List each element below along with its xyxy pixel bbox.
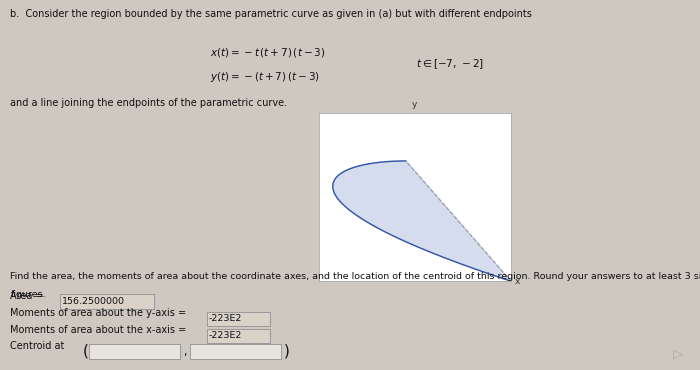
Text: Area =: Area = [10, 291, 44, 301]
Text: figures.: figures. [10, 290, 46, 299]
Text: $t \in [-7,\,-2]$: $t \in [-7,\,-2]$ [416, 57, 484, 71]
Text: b.  Consider the region bounded by the same parametric curve as given in (a) but: b. Consider the region bounded by the sa… [10, 9, 533, 19]
Text: -223E2: -223E2 [209, 332, 242, 340]
Text: Centroid at: Centroid at [10, 341, 65, 351]
Text: x: x [515, 277, 520, 286]
Text: and a line joining the endpoints of the parametric curve.: and a line joining the endpoints of the … [10, 98, 288, 108]
Text: ,: , [183, 346, 187, 357]
Text: ▷: ▷ [673, 348, 682, 361]
Text: 156.2500000: 156.2500000 [62, 297, 125, 306]
Text: $x(t) = -t\,(t+7)\,(t-3)$: $x(t) = -t\,(t+7)\,(t-3)$ [210, 46, 326, 59]
Text: y: y [412, 101, 417, 110]
Text: $y(t) = -(t+7)\,(t-3)$: $y(t) = -(t+7)\,(t-3)$ [210, 70, 320, 84]
Text: Find the area, the moments of area about the coordinate axes, and the location o: Find the area, the moments of area about… [10, 272, 700, 281]
Text: Moments of area about the x-axis =: Moments of area about the x-axis = [10, 325, 187, 336]
Polygon shape [332, 161, 511, 281]
Text: ): ) [284, 344, 290, 359]
Text: -223E2: -223E2 [209, 314, 242, 323]
Text: Moments of area about the y-axis =: Moments of area about the y-axis = [10, 308, 187, 319]
Text: (: ( [83, 344, 88, 359]
